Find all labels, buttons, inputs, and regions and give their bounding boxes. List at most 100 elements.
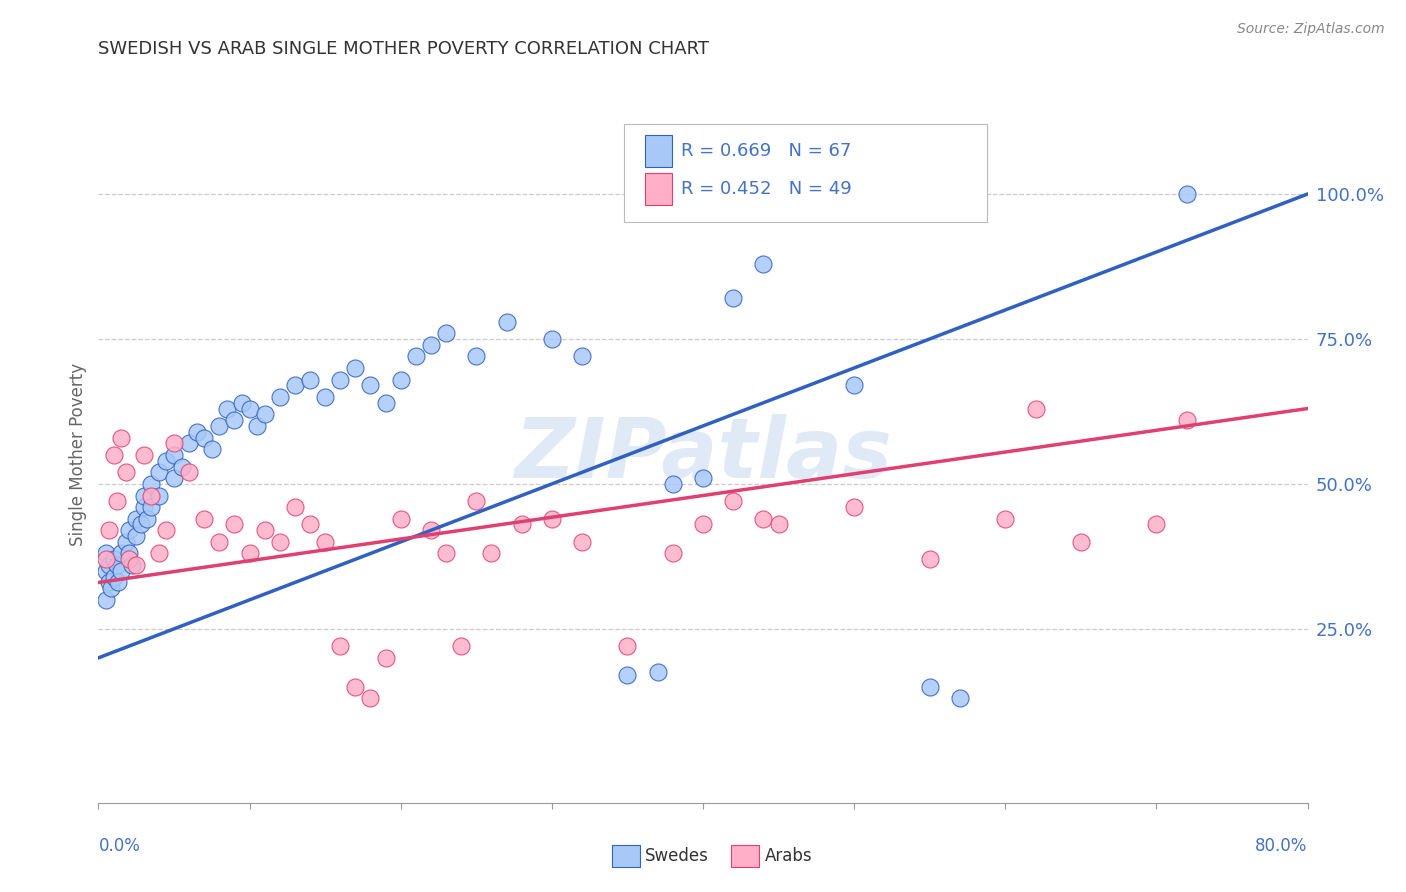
Point — [201, 442, 224, 457]
Point — [193, 431, 215, 445]
Point — [752, 257, 775, 271]
Point — [132, 448, 155, 462]
Point — [662, 546, 685, 561]
Point — [405, 350, 427, 364]
Point — [723, 494, 745, 508]
Text: SWEDISH VS ARAB SINGLE MOTHER POVERTY CORRELATION CHART: SWEDISH VS ARAB SINGLE MOTHER POVERTY CO… — [98, 40, 710, 58]
Point — [284, 378, 307, 392]
Point — [647, 665, 669, 680]
Point — [141, 500, 163, 514]
Point — [239, 546, 262, 561]
Point — [148, 489, 170, 503]
Point — [224, 413, 246, 427]
Point — [360, 378, 382, 392]
Point — [434, 326, 457, 341]
Text: Swedes: Swedes — [645, 847, 709, 865]
Point — [374, 396, 396, 410]
Point — [616, 668, 638, 682]
Point — [360, 691, 382, 706]
Point — [98, 575, 121, 590]
Point — [118, 523, 141, 537]
Point — [344, 361, 367, 376]
Point — [114, 466, 136, 480]
Point — [420, 338, 443, 352]
Point — [723, 291, 745, 305]
Point — [121, 558, 143, 573]
Point — [170, 459, 193, 474]
Point — [224, 517, 246, 532]
Point — [844, 500, 866, 514]
Point — [94, 592, 117, 607]
Point — [768, 517, 790, 532]
Point — [299, 373, 322, 387]
Point — [1175, 413, 1198, 427]
Point — [110, 431, 132, 445]
Point — [344, 680, 367, 694]
Text: R = 0.452   N = 49: R = 0.452 N = 49 — [682, 180, 852, 198]
Point — [141, 489, 163, 503]
Point — [389, 511, 412, 525]
Bar — [645, 173, 672, 205]
Text: Source: ZipAtlas.com: Source: ZipAtlas.com — [1237, 22, 1385, 37]
Point — [186, 425, 208, 439]
Point — [100, 582, 122, 596]
Point — [329, 373, 352, 387]
Point — [284, 500, 307, 514]
Point — [481, 546, 503, 561]
Point — [571, 534, 593, 549]
Point — [107, 575, 129, 590]
Point — [844, 378, 866, 392]
Point — [495, 315, 517, 329]
Point — [110, 546, 132, 561]
Point — [314, 390, 336, 404]
FancyBboxPatch shape — [624, 124, 987, 222]
Point — [163, 436, 186, 450]
Point — [98, 523, 121, 537]
Point — [208, 419, 231, 434]
Point — [125, 511, 148, 525]
Point — [94, 552, 117, 566]
Text: R = 0.669   N = 67: R = 0.669 N = 67 — [682, 142, 852, 160]
Bar — [645, 136, 672, 167]
Point — [179, 466, 201, 480]
Point — [94, 546, 117, 561]
Point — [103, 552, 125, 566]
Point — [269, 390, 291, 404]
Point — [155, 453, 177, 467]
Text: 0.0%: 0.0% — [98, 837, 141, 855]
Point — [752, 511, 775, 525]
Point — [510, 517, 533, 532]
Point — [94, 564, 117, 578]
Point — [434, 546, 457, 561]
Point — [114, 534, 136, 549]
Text: ZIPatlas: ZIPatlas — [515, 415, 891, 495]
Point — [163, 448, 186, 462]
Point — [541, 511, 564, 525]
Point — [163, 471, 186, 485]
Point — [118, 546, 141, 561]
Point — [616, 639, 638, 653]
Point — [465, 350, 488, 364]
Point — [105, 558, 128, 573]
Point — [662, 476, 685, 491]
Point — [231, 396, 253, 410]
Point — [132, 500, 155, 514]
Point — [129, 517, 152, 532]
Point — [98, 558, 121, 573]
Point — [1024, 401, 1046, 416]
Point — [253, 407, 276, 422]
Point — [420, 523, 443, 537]
Point — [141, 476, 163, 491]
Point — [103, 448, 125, 462]
Point — [949, 691, 972, 706]
Point — [135, 511, 157, 525]
Point — [1175, 187, 1198, 202]
Point — [246, 419, 269, 434]
Point — [125, 558, 148, 573]
Point — [110, 564, 132, 578]
Point — [1070, 534, 1092, 549]
Point — [692, 471, 714, 485]
Point — [329, 639, 352, 653]
Point — [179, 436, 201, 450]
Point — [918, 552, 941, 566]
